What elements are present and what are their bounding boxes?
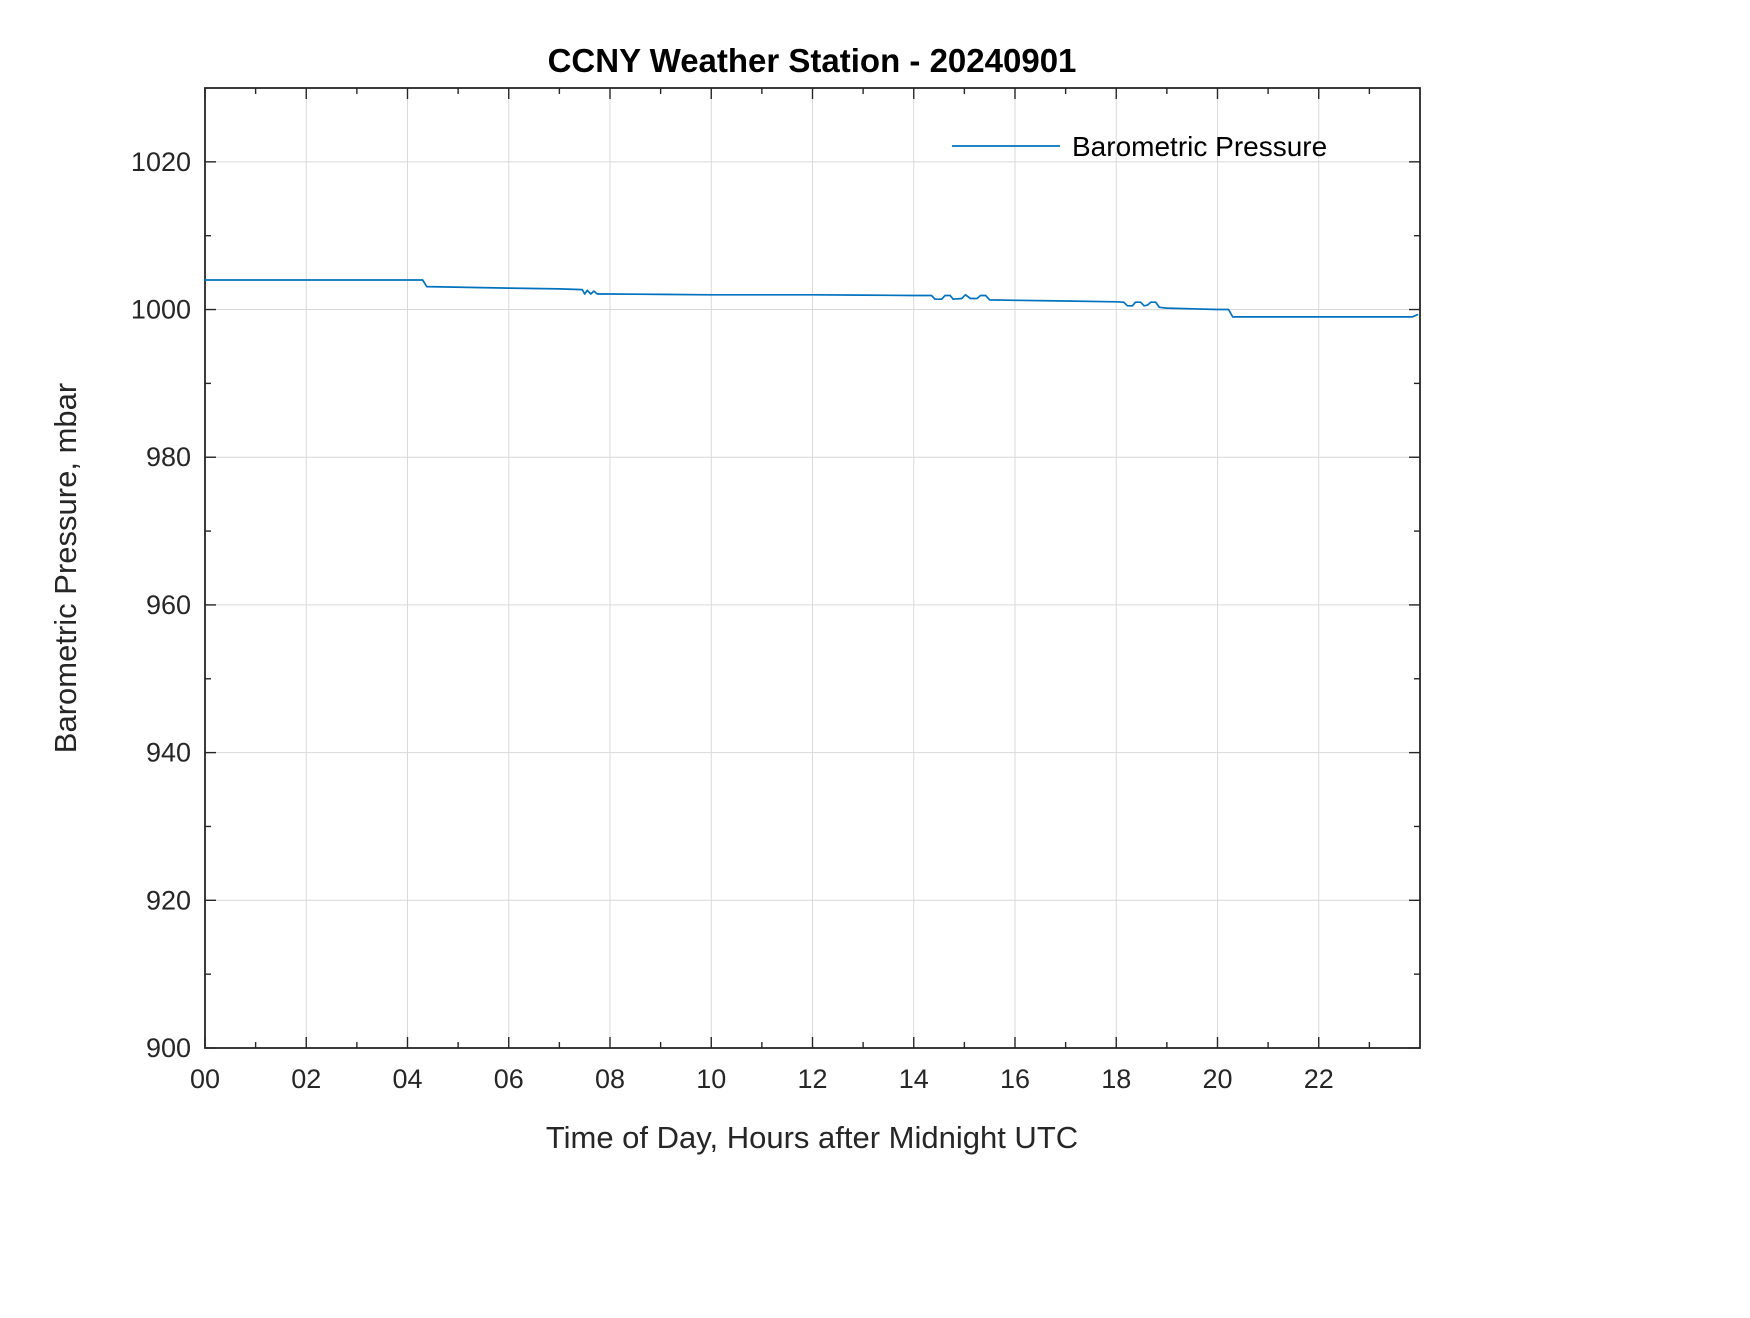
y-tick-label: 1020 — [131, 147, 191, 177]
x-tick-label: 18 — [1101, 1064, 1131, 1094]
chart-title: CCNY Weather Station - 20240901 — [548, 42, 1077, 79]
barometric-pressure-line — [204, 279, 1419, 318]
y-tick-label: 940 — [146, 738, 191, 768]
x-tick-label: 02 — [291, 1064, 321, 1094]
x-tick-label: 22 — [1304, 1064, 1334, 1094]
y-tick-label: 960 — [146, 590, 191, 620]
grid-layer — [205, 88, 1420, 1048]
y-tick-label: 900 — [146, 1033, 191, 1063]
y-tick-label: 1000 — [131, 295, 191, 325]
x-tick-label: 12 — [797, 1064, 827, 1094]
y-axis-label: Barometric Pressure, mbar — [48, 383, 83, 753]
x-tick-labels: 00 02 04 06 08 10 12 14 16 18 20 22 — [190, 1064, 1334, 1094]
x-tick-label: 14 — [899, 1064, 929, 1094]
x-tick-label: 10 — [696, 1064, 726, 1094]
x-axis-label: Time of Day, Hours after Midnight UTC — [546, 1120, 1078, 1155]
x-tick-label: 04 — [392, 1064, 422, 1094]
x-tick-label: 00 — [190, 1064, 220, 1094]
x-tick-label: 06 — [494, 1064, 524, 1094]
y-tick-label: 980 — [146, 442, 191, 472]
legend: Barometric Pressure — [952, 131, 1327, 162]
legend-label: Barometric Pressure — [1072, 131, 1327, 162]
x-tick-label: 16 — [1000, 1064, 1030, 1094]
tick-layer — [204, 88, 1420, 1049]
y-tick-label: 920 — [146, 885, 191, 915]
y-tick-labels: 900 920 940 960 980 1000 1020 — [131, 147, 191, 1063]
x-tick-label: 08 — [595, 1064, 625, 1094]
x-tick-label: 20 — [1202, 1064, 1232, 1094]
